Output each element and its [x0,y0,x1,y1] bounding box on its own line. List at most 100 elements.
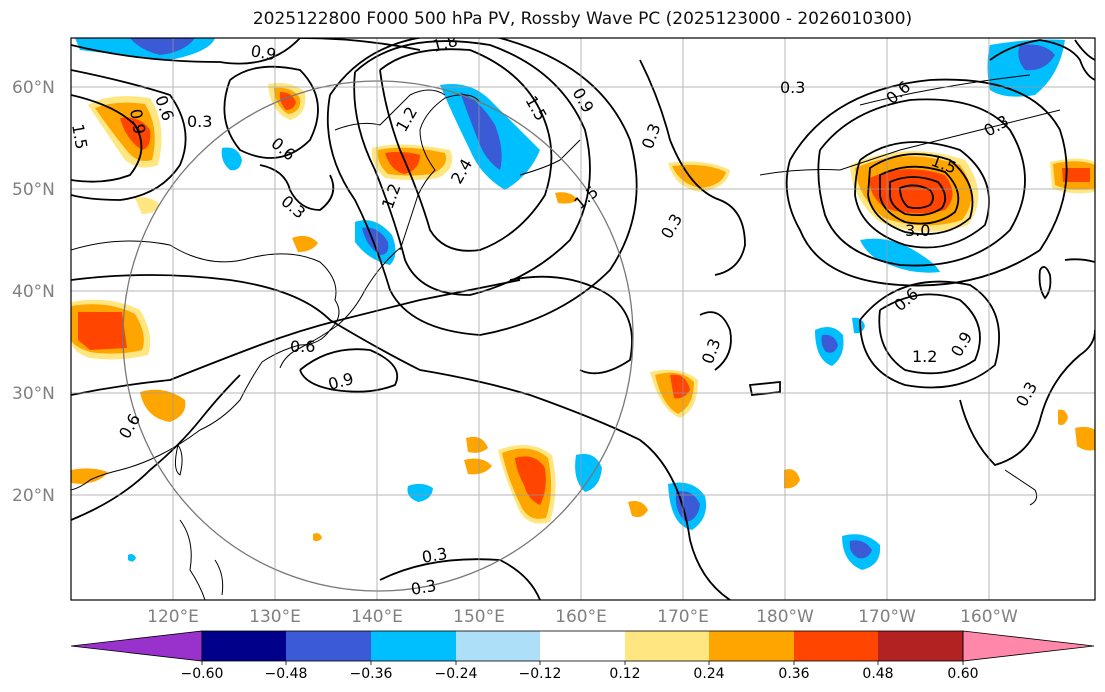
pos-patch [292,235,318,252]
contour-label: 0.3 [780,78,805,97]
lat-label: 50°N [12,180,55,200]
pos-patch [1058,409,1068,426]
neg-patch [407,483,433,502]
map-frame [70,37,1096,601]
pos-patch [313,533,322,542]
neg-patch [575,453,602,492]
contour [223,65,319,159]
pos-patch [628,501,648,518]
contour-label: 0.3 [187,112,212,131]
pos-patch [466,436,488,453]
colorbar-segment [456,631,540,661]
colorbar-segment [878,631,963,661]
map-background [71,38,1095,600]
neg-patch [130,38,195,55]
lat-labels: 60°N 50°N 40°N 30°N 20°N [12,78,55,506]
colorbar-label: −0.60 [181,666,224,682]
contour [71,69,187,201]
coastline [1004,469,1038,506]
coastline [399,94,481,251]
neg-patch [128,554,136,562]
contour [71,274,731,600]
contour [959,329,1095,467]
colorbar-label: 0.60 [947,666,978,682]
contour [71,94,143,183]
colorbar-segment [202,631,286,661]
colorbar-segment [794,631,878,661]
lon-label: 170°E [657,607,709,627]
contour [326,38,638,336]
contour-label: 0.9 [126,107,149,135]
contour-label: 0.6 [290,337,315,356]
contour-label: 0.3 [409,576,437,599]
contour [639,59,746,276]
lat-label: 20°N [12,486,55,506]
lon-label: 120°E [147,607,199,627]
colorbar-label: −0.48 [265,666,308,682]
contour [353,40,591,296]
pos-patch [135,197,160,214]
contour [1074,39,1095,61]
lat-label: 30°N [12,384,55,404]
neg-patch [221,147,242,171]
contour [889,176,947,217]
coastline [71,240,340,491]
colorbar-label: −0.12 [519,666,562,682]
contour [785,78,1068,287]
island [174,443,183,476]
contour [859,280,1000,389]
colorbar-segment [709,631,794,661]
colorbar-label: 0.36 [778,666,809,682]
contour [71,38,301,65]
neg-patch [675,491,700,522]
contour-label: 3.0 [905,221,930,240]
colorbar-label: 0.48 [862,666,893,682]
lon-label: 160°W [960,607,1018,627]
contour [748,381,781,396]
lon-label: 160°E [555,607,607,627]
lon-label: 140°E [351,607,403,627]
contour-label: 0.3 [420,544,448,567]
pos-patch [555,192,578,204]
pos-patch [78,312,127,350]
colorbar-outline [201,630,964,662]
contour-label: 1.2 [912,347,937,366]
reference-circle [122,80,634,592]
colorbar-segment [540,631,625,661]
lon-label: 170°W [858,607,916,627]
pos-patch [71,468,108,484]
colorbar-segment [70,630,203,662]
pos-patch [1062,168,1090,182]
contour [699,311,732,371]
contour [299,348,399,393]
contour [989,39,1095,81]
contour [854,141,990,249]
coastline [214,559,224,596]
colorbar-label: 0.12 [609,666,640,682]
neg-patch [860,238,940,273]
contour [1038,266,1052,300]
coastline [859,74,1031,106]
contour [71,279,521,396]
neg-patch [1018,44,1055,71]
contour-label: 1.5 [68,122,91,150]
contour-label: 0.9 [249,41,277,64]
pos-patch [140,389,186,422]
contour [379,48,553,252]
neg-patch [852,317,865,334]
pos-patch [784,469,800,489]
neg-patch [460,92,502,170]
colorbar-label: −0.24 [435,666,478,682]
colorbar-segment [625,631,709,661]
colorbar-segment [286,631,371,661]
coastline [519,139,581,176]
lon-label: 150°E [453,607,505,627]
lon-label: 130°E [249,607,301,627]
contour [817,98,1026,267]
contour [879,165,960,225]
contour [379,558,541,600]
contour [509,275,633,375]
pos-patch [670,374,690,399]
colorbar-label: 0.24 [693,666,724,682]
lat-label: 60°N [12,78,55,98]
